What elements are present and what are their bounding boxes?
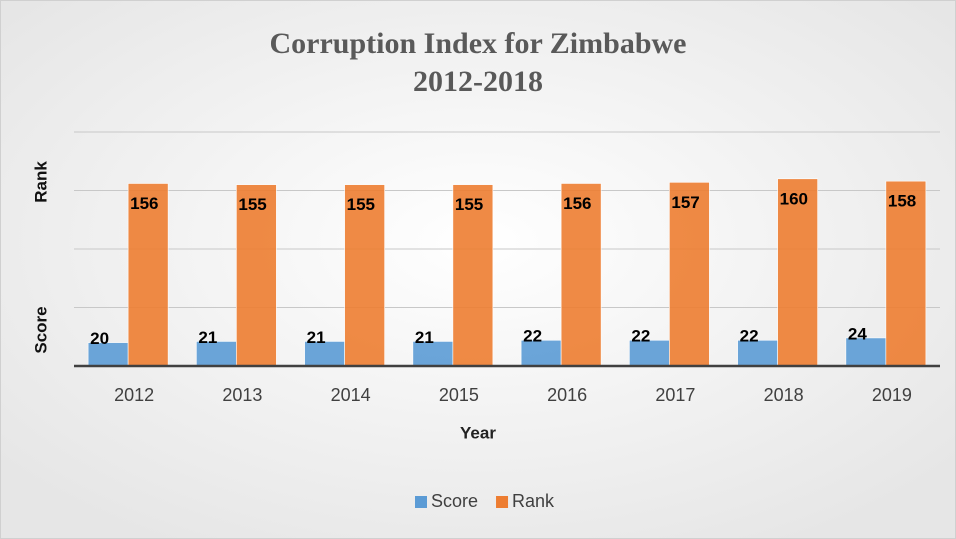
legend-label: Rank xyxy=(512,491,555,511)
bar xyxy=(845,337,887,367)
x-tick-label: 2017 xyxy=(655,385,695,405)
x-tick-label: 2012 xyxy=(114,385,154,405)
data-label: 155 xyxy=(455,195,483,214)
bar xyxy=(452,184,494,367)
bar xyxy=(885,180,927,367)
x-tick-label: 2015 xyxy=(439,385,479,405)
x-tick-label: 2014 xyxy=(331,385,371,405)
legend: Score Rank xyxy=(415,491,555,511)
bar xyxy=(304,341,345,367)
data-label: 21 xyxy=(307,328,326,347)
bar xyxy=(344,184,385,367)
bar xyxy=(560,183,602,367)
x-tick-label: 2018 xyxy=(764,385,804,405)
data-label: 22 xyxy=(523,327,542,346)
data-label: 158 xyxy=(888,192,916,211)
legend-swatch xyxy=(496,496,509,508)
x-tick-label: 2016 xyxy=(547,385,587,405)
x-tick-label: 2013 xyxy=(222,385,262,405)
bar xyxy=(669,182,710,367)
data-label: 160 xyxy=(780,189,808,208)
y-axis-title: Score xyxy=(31,306,50,353)
data-label: 22 xyxy=(740,327,759,346)
data-label: 20 xyxy=(90,329,109,348)
data-label: 22 xyxy=(631,327,650,346)
bar xyxy=(520,339,562,367)
chart-title: 2012-2018 xyxy=(413,65,543,98)
bar xyxy=(127,183,169,367)
data-label: 155 xyxy=(238,195,266,214)
bar xyxy=(196,341,237,367)
legend-label: Score xyxy=(431,491,478,511)
data-label: 156 xyxy=(563,194,591,213)
chart-title: Corruption Index for Zimbabwe xyxy=(270,27,687,60)
data-label: 21 xyxy=(198,328,217,347)
legend-swatch xyxy=(415,496,427,508)
data-label: 155 xyxy=(347,195,375,214)
bar xyxy=(236,184,277,367)
x-tick-label: 2019 xyxy=(872,385,912,405)
data-label: 24 xyxy=(848,324,867,343)
bar xyxy=(629,339,670,367)
data-label: 157 xyxy=(671,193,699,212)
data-label: 156 xyxy=(130,194,158,213)
x-axis-title: Year xyxy=(460,423,496,442)
bar xyxy=(777,178,818,367)
y-axis-title: Rank xyxy=(31,161,50,203)
data-label: 21 xyxy=(415,328,434,347)
